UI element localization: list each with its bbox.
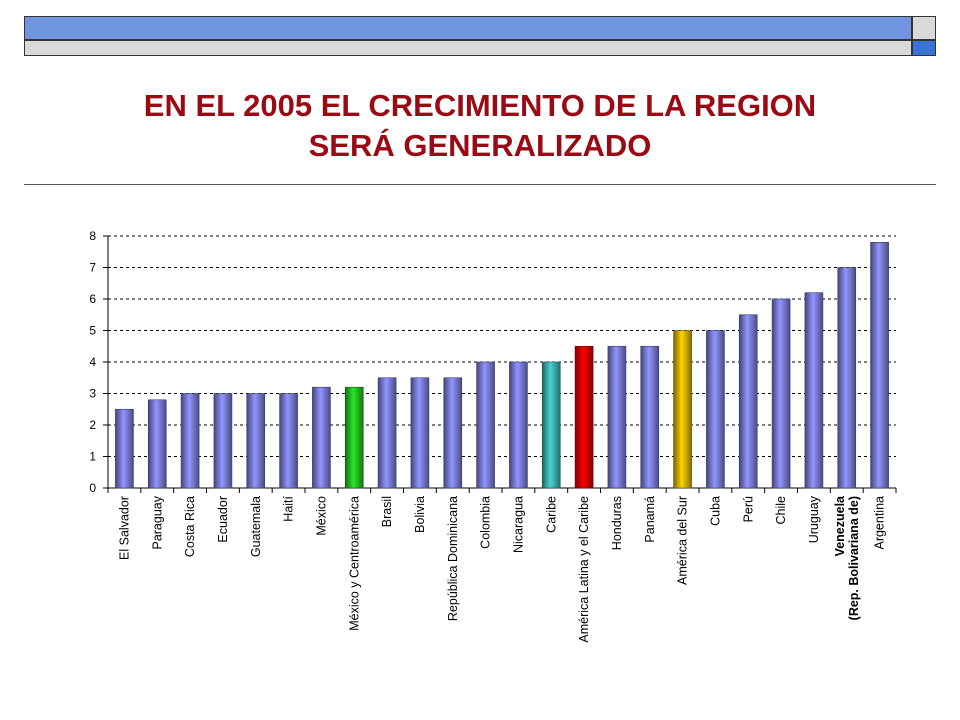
bar (541, 361, 561, 489)
bar (213, 393, 233, 489)
bar (706, 330, 725, 489)
bar (607, 345, 627, 489)
x-category-label: América del Sur (676, 496, 690, 585)
slide-title-line-2: SERÁ GENERALIZADO (308, 128, 652, 163)
bar (279, 393, 298, 489)
bar (344, 386, 364, 489)
x-category-label: Ecuador (216, 496, 230, 543)
bar (738, 314, 758, 489)
x-category-label: República Dominicana (446, 496, 460, 621)
y-tick-label: 6 (89, 292, 96, 306)
x-category-label: Brasil (380, 496, 394, 527)
x-category-label: Bolivia (413, 496, 427, 533)
x-category-label: Guatemala (249, 496, 263, 557)
bar (870, 242, 889, 489)
bar (673, 330, 692, 489)
y-tick-label: 2 (89, 418, 96, 432)
x-category-label: (Rep. Bolivariana de) (847, 496, 861, 620)
x-category-label: Venezuela (833, 495, 847, 556)
bar (180, 393, 200, 489)
x-category-label: México (314, 496, 328, 536)
bar (246, 393, 266, 489)
bar (476, 361, 495, 489)
x-category-label: Haití (282, 495, 296, 521)
header-square-bottom (912, 40, 936, 56)
y-tick-label: 3 (89, 387, 96, 401)
x-category-label: México y Centroamérica (347, 496, 361, 631)
bar (443, 377, 463, 489)
header-band-top (24, 16, 912, 40)
x-category-label: América Latina y el Caribe (577, 496, 591, 643)
bar (771, 298, 791, 489)
slide-title-line-1: EN EL 2005 EL CRECIMIENTO DE LA REGION (143, 88, 817, 123)
header-band-bottom (24, 40, 912, 56)
bar (640, 345, 660, 489)
x-category-label: Uruguay (807, 495, 821, 543)
y-tick-label: 5 (89, 324, 96, 338)
y-tick-label: 7 (89, 261, 96, 275)
x-category-label: Argentina (873, 496, 887, 550)
x-category-label: El Salvador (117, 496, 131, 560)
bar (312, 386, 331, 489)
x-category-label: Honduras (610, 496, 624, 550)
bar (509, 361, 528, 489)
bar (410, 377, 430, 489)
x-category-label: Paraguay (150, 495, 164, 549)
bar (147, 399, 167, 489)
x-category-label: Cuba (708, 496, 722, 526)
x-category-label: Caribe (544, 496, 558, 533)
x-category-label: Costa Rica (183, 496, 197, 557)
y-tick-label: 4 (89, 355, 96, 369)
slide-title: EN EL 2005 EL CRECIMIENTO DE LA REGION S… (40, 86, 920, 166)
x-category-label: Nicaragua (511, 496, 525, 553)
x-category-label: Chile (774, 496, 788, 525)
x-category-label: Panamá (643, 496, 657, 543)
x-category-label: Perú (741, 496, 755, 522)
y-tick-label: 0 (89, 481, 96, 495)
bar (574, 345, 594, 489)
y-tick-label: 1 (89, 450, 96, 464)
bar (377, 377, 397, 489)
y-tick-label: 8 (89, 229, 96, 243)
header-square-top (912, 16, 936, 40)
bar (837, 267, 857, 489)
bar (115, 408, 134, 489)
x-category-label: Colombia (479, 496, 493, 549)
title-divider (24, 184, 936, 185)
bar (804, 292, 824, 489)
